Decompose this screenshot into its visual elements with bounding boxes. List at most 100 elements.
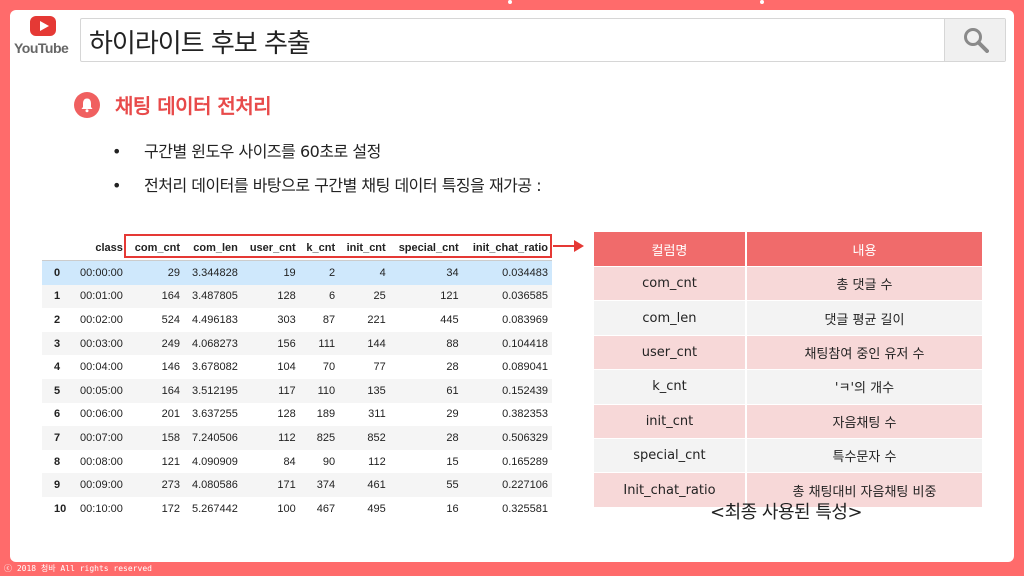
copyright-footer: ⓒ 2018 청바 All rights reserved xyxy=(4,564,152,573)
table-cell: 00:03:00 xyxy=(72,331,127,356)
table-cell: 112 xyxy=(368,455,386,468)
table-caption: <최종 사용된 특성> xyxy=(710,502,863,523)
table-cell: 00:06:00 xyxy=(80,408,123,421)
table-cell: 87 xyxy=(322,313,336,326)
table-cell: 0.104418 xyxy=(462,331,552,356)
row-index: 2 xyxy=(54,313,61,326)
table-row: 4 00:04:00 146 3.678082 104 70 77 28 0.089041 xyxy=(42,355,552,379)
table-cell: 0.325581 xyxy=(502,502,548,515)
table-cell: 4.496183 xyxy=(191,313,238,326)
table-cell: 6 xyxy=(299,284,340,309)
table-cell: 34 xyxy=(389,260,463,285)
youtube-wordmark: YouTube xyxy=(14,40,69,56)
table-cell: 28 xyxy=(389,426,463,450)
arrow-connector xyxy=(553,245,577,247)
table-cell: 15 xyxy=(446,455,459,468)
column-header: 컬럼명 xyxy=(594,232,745,266)
feature-name: com_cnt xyxy=(594,266,745,301)
chat-data-table: class com_cnt com_len user_cnt k_cnt ini… xyxy=(42,236,552,521)
column-header: 내용 xyxy=(744,232,982,266)
table-cell: 146 xyxy=(161,361,181,374)
section-title: 채팅 데이터 전처리 xyxy=(115,94,272,118)
table-cell: 00:02:00 xyxy=(80,313,123,326)
table-cell: 121 xyxy=(389,284,463,309)
table-cell: 7.240506 xyxy=(184,426,242,450)
decor-dot xyxy=(760,0,764,4)
table-cell: 00:08:00 xyxy=(80,455,123,468)
table-cell: 121 xyxy=(161,455,181,468)
table-cell: 00:09:00 xyxy=(72,473,127,497)
table-cell: 90 xyxy=(322,455,336,468)
feature-name: user_cnt xyxy=(594,334,745,370)
bullet-dot: • xyxy=(112,142,121,161)
row-index: 9 xyxy=(42,473,73,497)
column-header xyxy=(42,236,73,261)
arrow-right-icon xyxy=(574,240,584,252)
table-cell: 0.089041 xyxy=(502,361,548,374)
feature-name: special_cnt xyxy=(594,437,745,473)
table-row: com_cnt 총 댓글 수 xyxy=(594,266,982,301)
row-index: 8 xyxy=(54,455,61,468)
feature-description: 특수문자 수 xyxy=(744,437,982,473)
table-cell: 158 xyxy=(126,426,185,450)
bullet-item: • 구간별 윈도우 사이즈를 60초로 설정 xyxy=(112,138,381,162)
table-cell: 19 xyxy=(241,260,300,285)
table-cell: 825 xyxy=(299,426,340,450)
table-row: 8 00:08:00 121 4.090909 84 90 112 15 0.165289 xyxy=(42,450,552,474)
table-row: com_len 댓글 평균 길이 xyxy=(594,300,982,335)
table-cell: 144 xyxy=(339,331,390,356)
table-cell: 25 xyxy=(339,284,390,309)
search-query[interactable]: 하이라이트 후보 추출 xyxy=(89,29,311,59)
table-cell: 0.165289 xyxy=(502,455,548,468)
table-row: 10 00:10:00 172 5.267442 100 467 495 16 0.325581 xyxy=(42,497,552,521)
table-cell: 128 xyxy=(277,408,296,421)
table-cell: 3.512195 xyxy=(184,378,242,403)
feature-table: 컬럼명 내용 com_cnt 총 댓글 수 com_len 댓글 평균 길이 user_… xyxy=(594,232,982,507)
decor-dot xyxy=(508,0,512,4)
table-cell: 0.506329 xyxy=(462,426,552,450)
table-cell: 3.678082 xyxy=(191,361,238,374)
table-cell: 61 xyxy=(389,378,463,403)
feature-description: 총 댓글 수 xyxy=(744,266,982,301)
row-index: 3 xyxy=(42,331,73,356)
table-cell: 88 xyxy=(389,331,463,356)
bullet-dot: • xyxy=(112,176,121,195)
table-cell: 2 xyxy=(299,260,340,285)
table-cell: 164 xyxy=(126,284,185,309)
table-cell: 3.637255 xyxy=(191,408,238,421)
table-cell: 111 xyxy=(299,331,340,356)
feature-description: 총 채팅대비 자음채팅 비중 xyxy=(744,472,982,507)
search-button[interactable] xyxy=(944,19,1005,61)
feature-name: com_len xyxy=(594,300,745,335)
bullet-text: 전처리 데이터를 바탕으로 구간별 채팅 데이터 특징을 재가공 : xyxy=(144,176,542,195)
table-cell: 303 xyxy=(277,313,296,326)
table-cell: 4.080586 xyxy=(184,473,242,497)
table-cell: 5.267442 xyxy=(191,502,238,515)
play-icon xyxy=(30,16,56,36)
table-cell: 110 xyxy=(299,378,340,403)
table-cell: 00:01:00 xyxy=(72,284,127,309)
feature-name: Init_chat_ratio xyxy=(594,472,745,507)
table-row: 1 00:01:00 164 3.487805 128 6 25 121 0.036585 xyxy=(42,284,552,309)
search-bar[interactable]: 하이라이트 후보 추출 xyxy=(80,18,1006,62)
table-cell: 117 xyxy=(241,378,300,403)
table-cell: 100 xyxy=(277,502,296,515)
table-cell: 55 xyxy=(389,473,463,497)
table-cell: 3.344828 xyxy=(184,260,242,285)
table-cell: 0.227106 xyxy=(462,473,552,497)
feature-description: 'ㅋ'의 개수 xyxy=(744,369,982,404)
table-cell: 156 xyxy=(241,331,300,356)
row-index: 7 xyxy=(42,426,73,450)
table-cell: 201 xyxy=(161,408,181,421)
table-row: 6 00:06:00 201 3.637255 128 189 311 29 0.382353 xyxy=(42,403,552,427)
table-cell: 189 xyxy=(316,408,336,421)
table-cell: 128 xyxy=(241,284,300,309)
youtube-logo: YouTube xyxy=(14,16,74,62)
row-index: 4 xyxy=(54,361,61,374)
table-cell: 249 xyxy=(126,331,185,356)
feature-name: k_cnt xyxy=(594,369,745,404)
row-index: 5 xyxy=(42,378,73,403)
table-cell: 0.083969 xyxy=(502,313,548,326)
table-cell: 524 xyxy=(161,313,181,326)
table-row: 2 00:02:00 524 4.496183 303 87 221 445 0.083969 xyxy=(42,308,552,332)
